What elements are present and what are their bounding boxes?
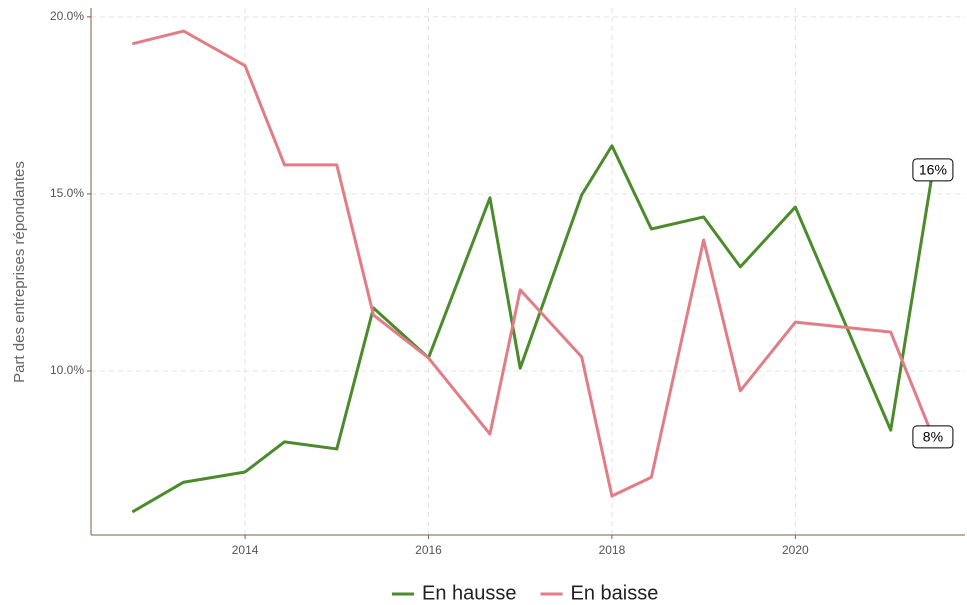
end-label: 16% [912,158,954,182]
legend-label: En hausse [422,582,517,604]
y-tick-label: 15.0% [50,186,84,200]
y-tick-label: 10.0% [50,363,84,377]
end-label-box [912,158,954,182]
end-label: 8% [912,425,954,449]
x-tick-label: 2018 [599,543,626,557]
y-axis-label: Part des entreprises répondantes [11,161,28,383]
line [131,144,935,514]
end-label-text: 16% [919,162,947,178]
x-tick-label: 2014 [232,543,259,557]
x-tick-label: 2016 [415,543,442,557]
legend-label: En baisse [571,582,659,604]
y-tick-label: 20.0% [50,9,84,23]
end-label-text: 8% [923,429,943,445]
line [131,29,935,498]
end-label-box [912,425,954,449]
x-tick-label: 2020 [782,543,809,557]
